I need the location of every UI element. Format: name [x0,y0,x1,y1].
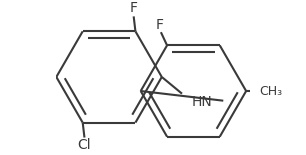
Text: CH₃: CH₃ [259,84,282,97]
Text: F: F [156,18,164,32]
Text: Cl: Cl [78,138,91,152]
Text: HN: HN [192,95,212,108]
Text: F: F [130,2,138,16]
